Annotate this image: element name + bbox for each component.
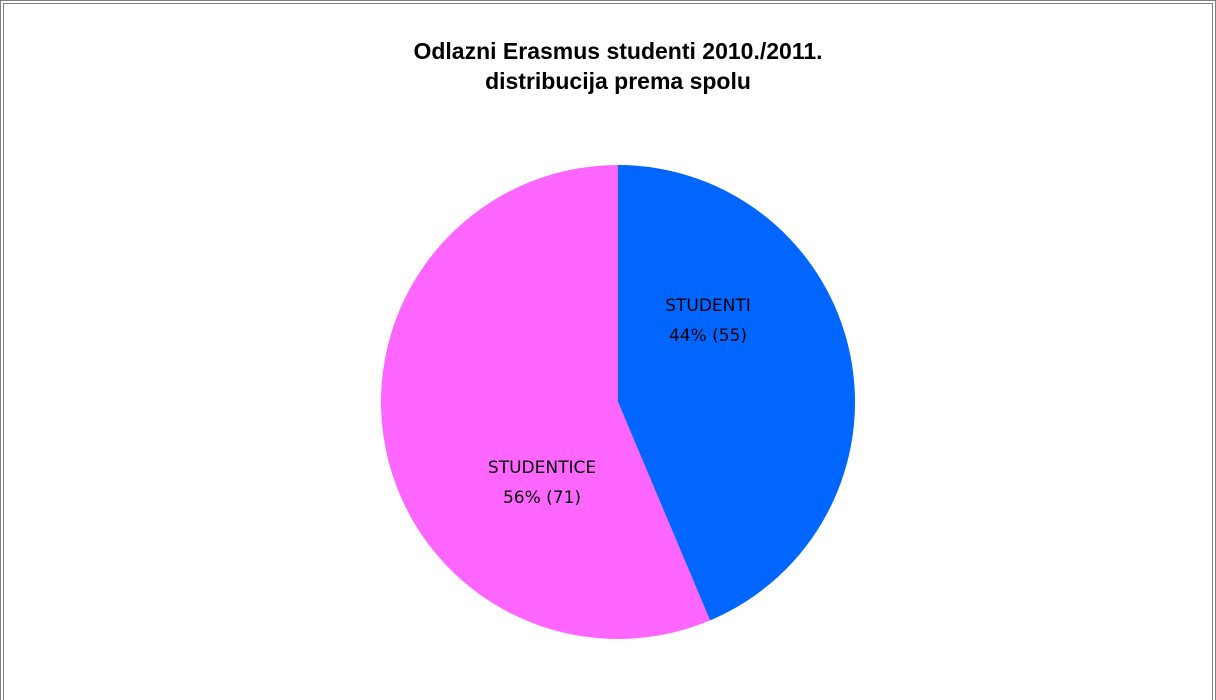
pie-slice-studenti xyxy=(618,165,855,621)
slice-label-studentice: STUDENTICE xyxy=(488,458,596,478)
slice-value-label-studentice: 56% (71) xyxy=(503,488,581,508)
chart-subtitle: distribucija prema spolu xyxy=(485,68,751,94)
pie-slice-studentice xyxy=(380,165,711,639)
chart-title-line-1: Odlazni Erasmus studenti 2010./2011. xyxy=(413,38,823,64)
slice-value-label-studenti: 44% (55) xyxy=(669,326,747,346)
chart-title: Odlazni Erasmus studenti 2010./2011. dis… xyxy=(0,36,1216,96)
slice-label-studenti: STUDENTI xyxy=(665,296,751,316)
